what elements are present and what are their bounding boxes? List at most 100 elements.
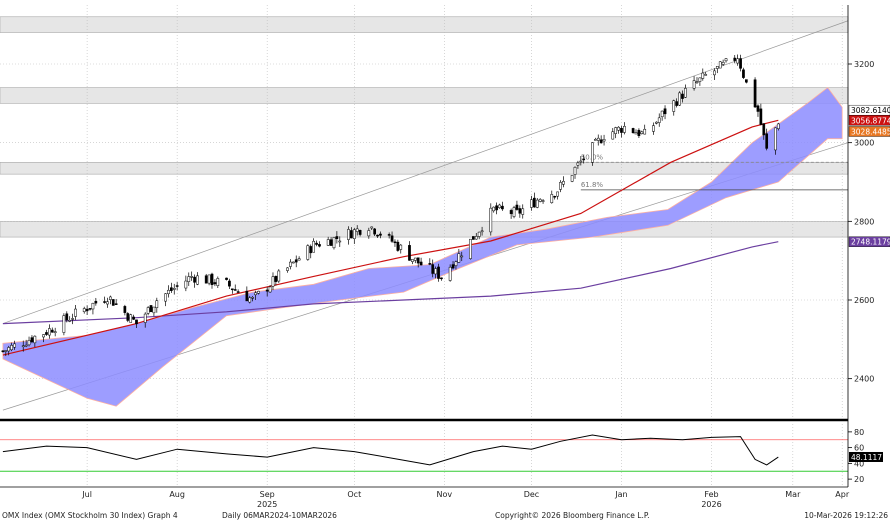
candle-body-84 — [338, 240, 342, 243]
candle-body-172 — [698, 77, 702, 82]
candle-body-62 — [251, 297, 255, 299]
candle-body-179 — [724, 58, 728, 62]
candle-body-164 — [663, 108, 667, 115]
y-tick-label-2600: 2600 — [854, 296, 874, 305]
candle-body-41 — [167, 289, 170, 295]
candle-body-123 — [498, 204, 501, 209]
candle-body-7 — [27, 340, 31, 346]
candle-body-45 — [184, 280, 188, 289]
candle-body-91 — [370, 226, 374, 229]
candle-body-17 — [68, 320, 72, 322]
candle-body-74 — [297, 258, 301, 261]
x-year-label-2025: 2025 — [257, 500, 277, 509]
candle-body-122 — [495, 205, 498, 211]
candle-body-167 — [678, 92, 681, 106]
candle-body-64 — [257, 290, 260, 294]
footer-timestamp: 10-Mar-2026 19:12:26 — [804, 511, 888, 520]
candle-body-42 — [169, 287, 173, 291]
candle-body-5 — [21, 345, 25, 348]
candle-body-100 — [408, 245, 411, 261]
candle-body-76 — [309, 246, 313, 254]
candle-body-39 — [155, 300, 159, 308]
candle-body-130 — [530, 199, 533, 208]
candle-body-99 — [399, 244, 403, 250]
candle-body-148 — [599, 139, 603, 144]
candle-body-68 — [274, 275, 278, 282]
candle-body-142 — [576, 162, 580, 166]
candle-body-102 — [413, 257, 417, 261]
candle-body-34 — [135, 319, 138, 325]
candle-body-169 — [684, 88, 687, 98]
candle-body-98 — [396, 241, 400, 251]
candle-body-12 — [48, 328, 51, 336]
candle-body-14 — [53, 331, 57, 333]
candle-body-37 — [149, 305, 153, 312]
candle-body-11 — [45, 332, 48, 335]
candle-body-51 — [207, 274, 211, 284]
rsi-panel — [0, 418, 848, 487]
price-label-3: 2748.1179 — [851, 238, 890, 247]
footer-title: OMX Index (OMX Stockholm 30 Index) Graph… — [2, 511, 178, 520]
candle-body-136 — [553, 195, 557, 198]
candle-body-43 — [172, 287, 176, 290]
ichimoku-cloud — [2, 87, 843, 407]
candle-body-26 — [106, 301, 109, 305]
price-label-2: 3028.4485 — [851, 127, 890, 136]
candle-body-112 — [454, 261, 458, 266]
candle-body-49 — [196, 275, 199, 285]
candle-body-176 — [715, 66, 719, 69]
candle-body-55 — [225, 277, 228, 280]
candle-body-135 — [550, 194, 554, 203]
candle-body-78 — [315, 242, 318, 245]
candle-body-71 — [289, 261, 292, 267]
candle-body-44 — [175, 285, 179, 287]
y-tick-label-2400: 2400 — [854, 375, 874, 384]
rsi-line — [2, 434, 779, 466]
candle-body-157 — [637, 129, 641, 137]
candle-body-8 — [30, 337, 34, 343]
candle-body-66 — [268, 286, 272, 293]
candle-body-24 — [94, 300, 98, 304]
x-tick-label-Sep: Sep — [260, 490, 275, 499]
candle-body-144 — [582, 158, 586, 161]
candle-body-56 — [228, 280, 231, 287]
candle-body-119 — [480, 230, 484, 233]
x-tick-label-Apr: Apr — [835, 490, 850, 499]
candle-body-54 — [216, 278, 220, 286]
candle-body-82 — [332, 237, 336, 249]
x-tick-label-Feb: Feb — [704, 490, 718, 499]
candle-body-191 — [776, 123, 780, 129]
resistance-band-3 — [0, 221, 849, 238]
candle-body-114 — [460, 255, 464, 258]
price-label-box-2 — [848, 126, 890, 137]
rsi-tick-label-80: 80 — [854, 428, 864, 437]
candle-body-77 — [312, 240, 315, 253]
candle-body-166 — [675, 101, 679, 106]
x-tick-label-Oct: Oct — [347, 490, 361, 499]
candle-body-73 — [294, 259, 298, 263]
candle-body-185 — [753, 79, 757, 108]
candle-body-116 — [472, 236, 475, 240]
candle-body-182 — [739, 58, 742, 69]
candle-body-61 — [248, 297, 252, 303]
candle-body-158 — [640, 131, 644, 134]
candle-body-4 — [13, 343, 16, 348]
candle-body-161 — [654, 121, 658, 124]
candle-body-160 — [652, 125, 655, 132]
price-label-box-1 — [848, 115, 890, 126]
candle-body-141 — [573, 167, 577, 175]
candle-body-108 — [437, 266, 440, 279]
rsi-tick-label-40: 40 — [854, 459, 864, 468]
candle-body-50 — [204, 275, 208, 284]
candle-body-32 — [129, 314, 133, 323]
candle-body-188 — [762, 123, 766, 136]
candle-body-170 — [692, 80, 696, 89]
candle-body-38 — [152, 306, 156, 314]
candle-body-109 — [440, 277, 443, 280]
candle-body-145 — [591, 142, 594, 163]
candle-body-83 — [335, 236, 339, 239]
candle-body-63 — [254, 292, 257, 296]
candle-body-35 — [143, 313, 147, 323]
candle-body-13 — [50, 329, 54, 333]
